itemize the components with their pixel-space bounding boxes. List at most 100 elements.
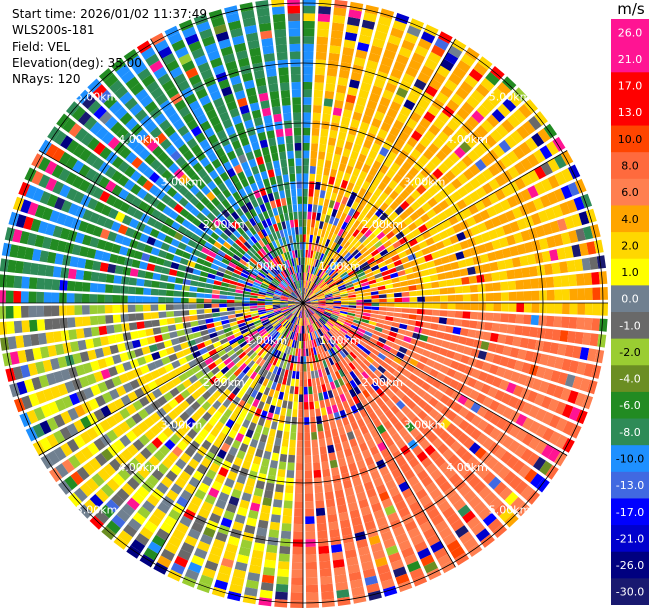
range-gate: [234, 122, 245, 133]
range-gate: [325, 152, 334, 161]
range-gate: [262, 45, 275, 55]
range-gate: [148, 255, 158, 264]
range-gate: [168, 112, 181, 125]
range-gate: [261, 228, 268, 237]
range-gate: [178, 106, 191, 118]
range-gate: [470, 303, 479, 311]
range-gate: [291, 562, 303, 570]
range-gate: [152, 508, 166, 521]
range-gate: [135, 533, 150, 546]
range-gate: [332, 185, 340, 194]
range-gate: [201, 501, 214, 512]
range-gate: [176, 383, 186, 393]
range-gate: [297, 333, 300, 341]
range-gate: [318, 299, 326, 302]
range-gate: [373, 435, 384, 445]
range-gate: [155, 164, 167, 176]
range-gate: [106, 415, 118, 428]
range-gate: [125, 370, 136, 381]
range-gate: [456, 231, 467, 242]
range-gate: [521, 326, 531, 337]
range-gate: [298, 219, 303, 227]
range-gate: [275, 289, 283, 294]
range-gate: [287, 462, 295, 471]
range-gate: [205, 255, 215, 263]
range-gate: [5, 367, 16, 382]
range-gate: [226, 205, 235, 215]
range-gate: [271, 183, 278, 193]
range-gate: [262, 497, 272, 507]
range-gate: [409, 358, 419, 367]
range-gate: [409, 211, 420, 222]
range-gate: [292, 274, 296, 282]
range-gate: [300, 363, 303, 372]
range-gate: [227, 470, 238, 481]
range-gate: [346, 354, 354, 362]
range-gate: [211, 366, 220, 375]
range-gate: [450, 261, 460, 270]
range-gate: [285, 189, 291, 198]
range-gate: [289, 339, 294, 348]
range-gate: [503, 470, 517, 485]
range-gate: [289, 266, 294, 275]
range-gate: [419, 117, 432, 129]
range-gate: [327, 319, 335, 326]
range-gate: [421, 230, 432, 240]
range-gate: [61, 459, 75, 474]
range-gate: [419, 136, 431, 148]
range-gate: [404, 267, 414, 275]
range-gate: [238, 322, 247, 328]
range-gate: [190, 233, 200, 242]
range-gate: [411, 482, 424, 494]
range-gate: [310, 303, 319, 305]
range-gate: [358, 466, 369, 477]
range-gate: [321, 368, 327, 377]
range-gate: [289, 283, 295, 291]
range-gate: [308, 316, 313, 325]
range-gate: [452, 459, 465, 472]
range-gate: [357, 327, 366, 334]
range-gate: [404, 379, 414, 389]
range-gate: [216, 271, 225, 278]
range-gate: [203, 422, 214, 433]
range-gate: [442, 375, 453, 386]
range-gate: [409, 111, 422, 123]
range-gate: [288, 166, 295, 175]
range-gate: [409, 303, 418, 308]
range-gate: [306, 317, 309, 326]
range-gate: [399, 106, 412, 117]
range-gate: [244, 168, 253, 178]
range-gate: [188, 458, 200, 470]
range-gate: [555, 417, 568, 432]
range-gate: [341, 325, 350, 332]
range-gate: [309, 181, 315, 190]
range-gate: [577, 303, 586, 315]
range-gate: [127, 137, 140, 150]
range-gate: [313, 339, 318, 348]
range-gate: [307, 219, 311, 228]
range-gate: [249, 208, 258, 218]
range-gate: [219, 171, 230, 182]
range-gate: [274, 121, 283, 130]
range-gate: [322, 325, 329, 333]
range-gate: [576, 273, 585, 286]
range-gate: [152, 145, 164, 158]
range-gate: [225, 331, 234, 338]
range-gate: [207, 362, 217, 371]
range-gate: [274, 406, 281, 415]
range-gate: [334, 146, 343, 156]
range-gate: [166, 451, 179, 463]
range-gate: [324, 398, 331, 408]
range-gate: [373, 509, 385, 520]
range-gate: [402, 124, 414, 136]
range-gate: [467, 357, 477, 367]
range-gate: [483, 409, 495, 422]
range-gate: [275, 430, 283, 439]
range-gate: [452, 269, 461, 278]
range-gate: [365, 405, 374, 415]
range-gate: [386, 311, 394, 317]
range-gate: [425, 358, 436, 368]
range-gate: [220, 46, 234, 57]
range-gate: [256, 7, 270, 17]
colorbar-swatch: [611, 312, 649, 340]
